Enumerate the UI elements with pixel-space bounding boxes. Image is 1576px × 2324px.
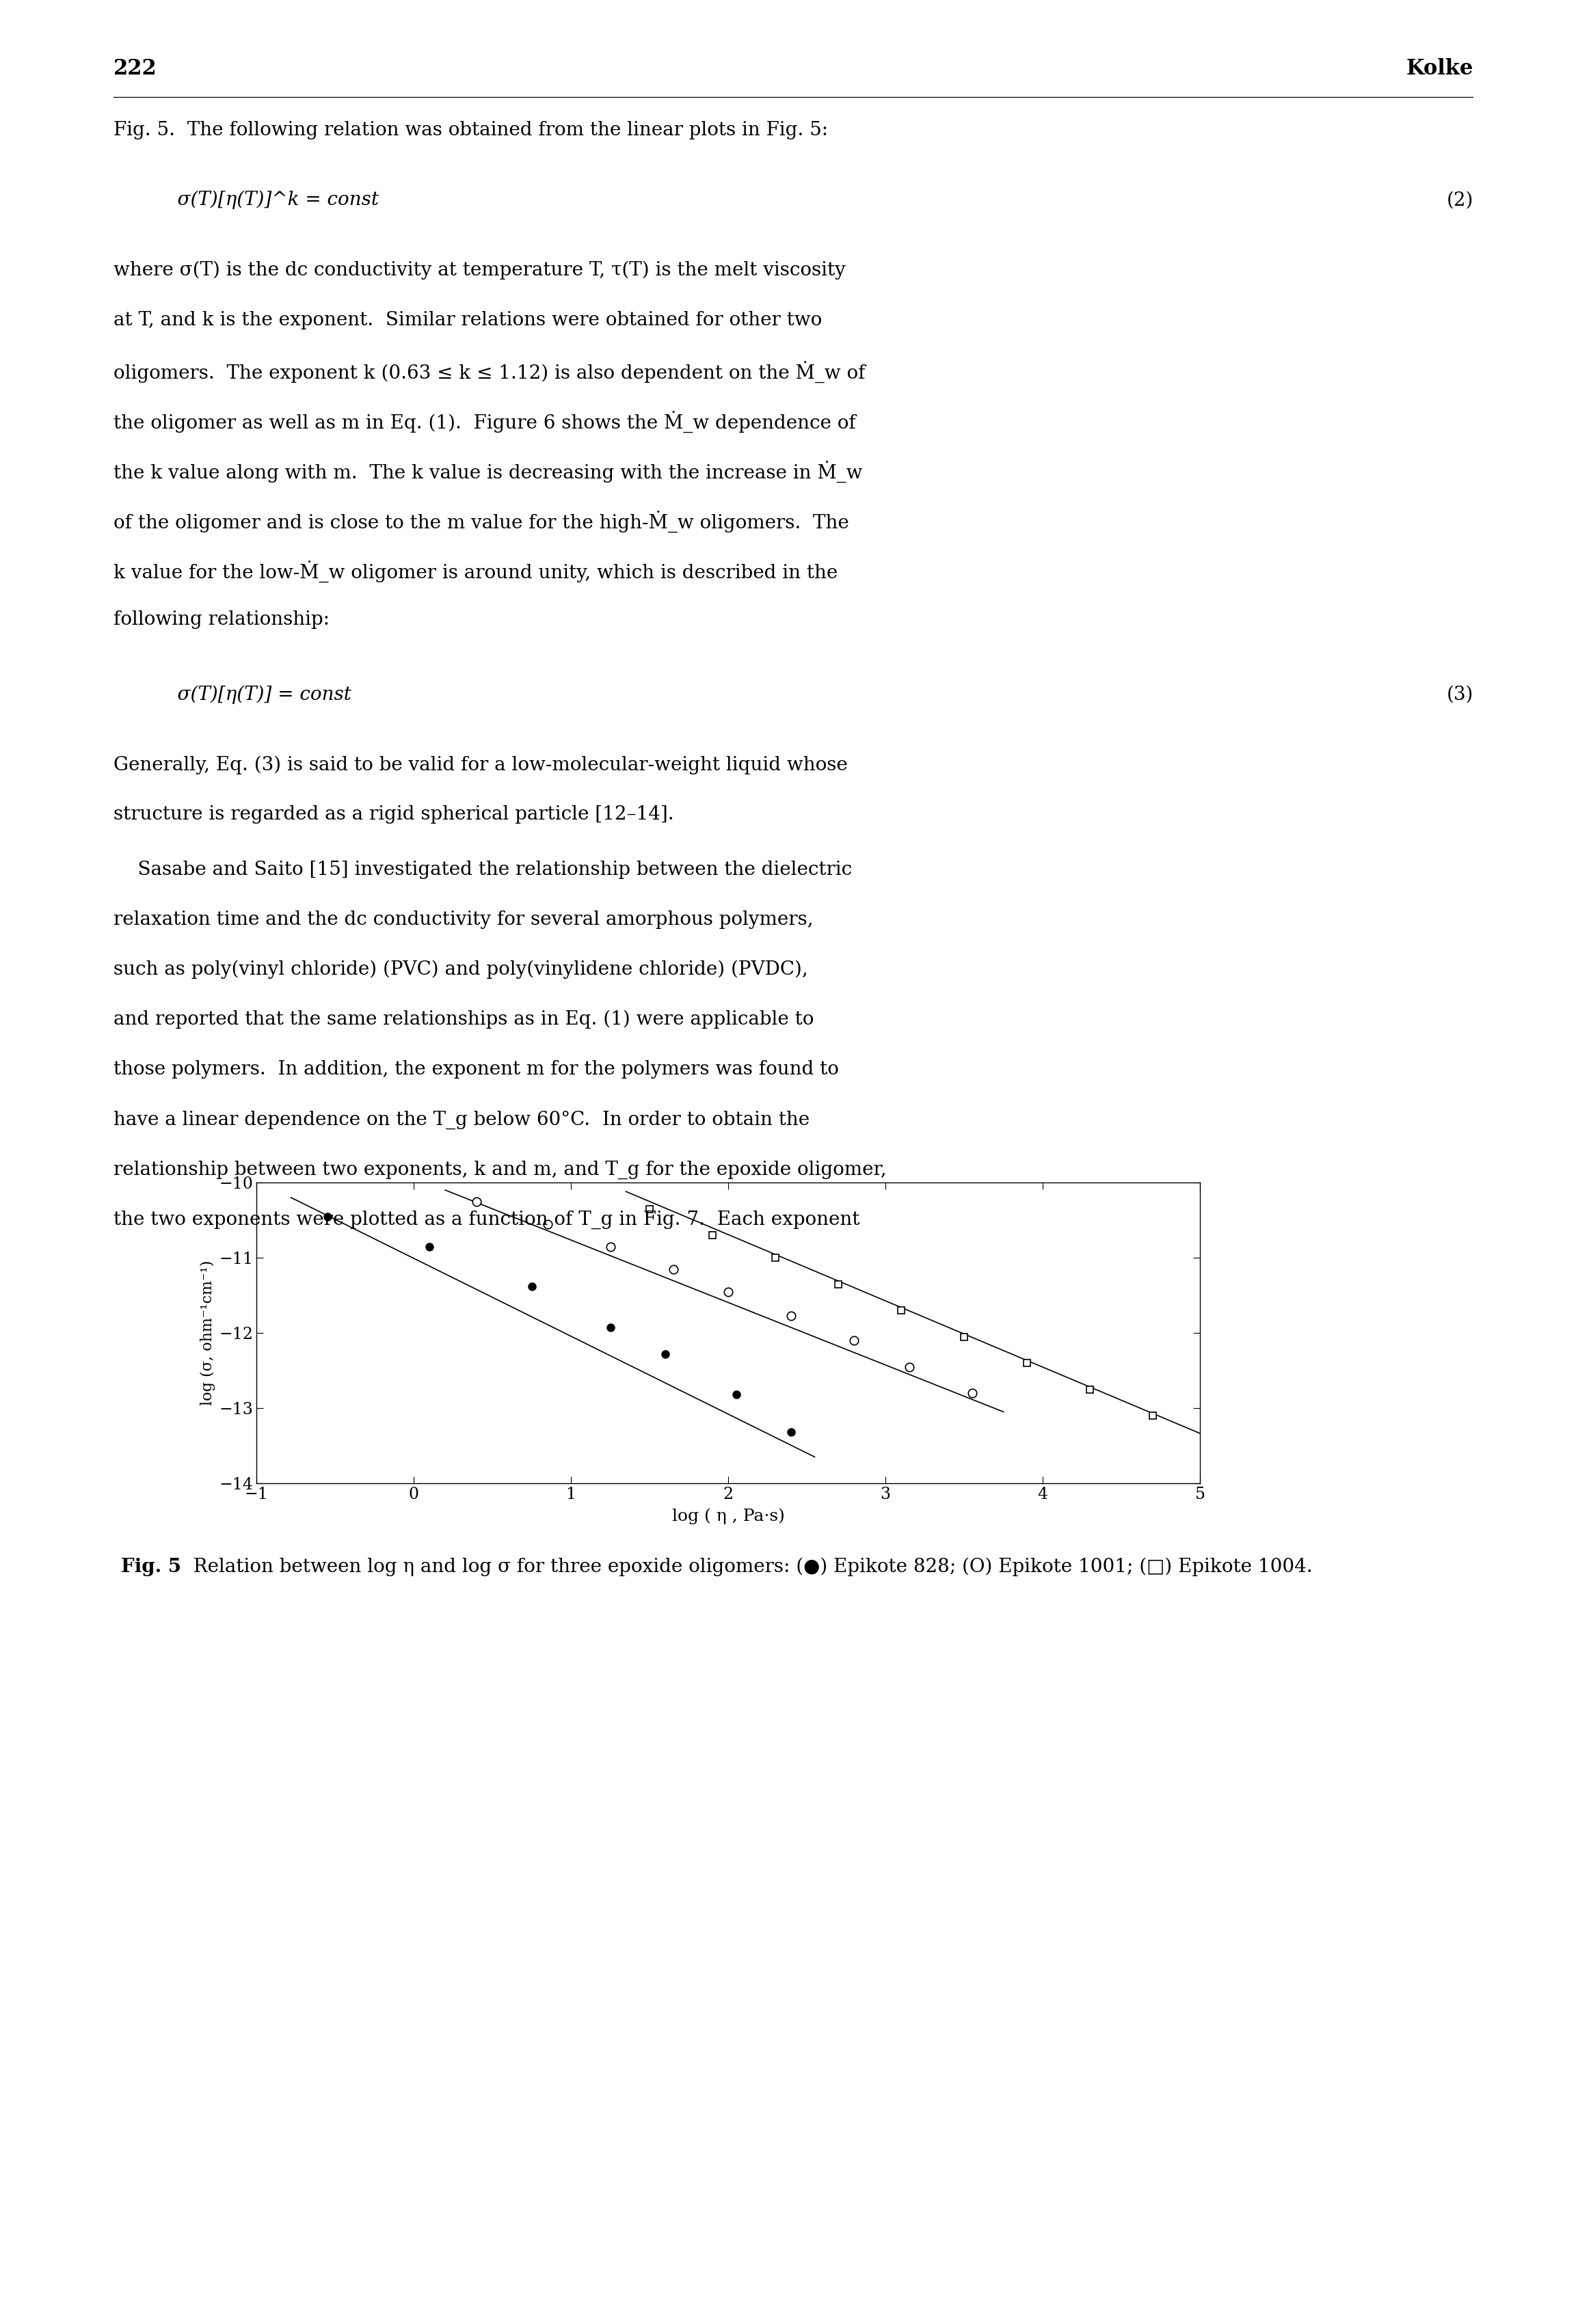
Text: Generally, Eq. (3) is said to be valid for a low-molecular-weight liquid whose: Generally, Eq. (3) is said to be valid f… xyxy=(113,755,848,774)
Text: at T, and k is the exponent.  Similar relations were obtained for other two: at T, and k is the exponent. Similar rel… xyxy=(113,311,823,330)
Text: and reported that the same relationships as in Eq. (1) were applicable to: and reported that the same relationships… xyxy=(113,1011,813,1030)
X-axis label: log ( η , Pa·s): log ( η , Pa·s) xyxy=(671,1508,785,1525)
Text: have a linear dependence on the T_g below 60°C.  In order to obtain the: have a linear dependence on the T_g belo… xyxy=(113,1111,810,1129)
Text: of the oligomer and is close to the m value for the high-Ṁ_w oligomers.  The: of the oligomer and is close to the m va… xyxy=(113,511,849,532)
Text: those polymers.  In addition, the exponent m for the polymers was found to: those polymers. In addition, the exponen… xyxy=(113,1060,838,1078)
Text: σ(T)[η(T)] = const: σ(T)[η(T)] = const xyxy=(153,686,351,704)
Text: σ(T)[η(T)]^k = const: σ(T)[η(T)]^k = const xyxy=(153,191,378,209)
Text: where σ(T) is the dc conductivity at temperature T, τ(T) is the melt viscosity: where σ(T) is the dc conductivity at tem… xyxy=(113,260,846,279)
Text: (3): (3) xyxy=(1447,686,1474,704)
Text: Kolke: Kolke xyxy=(1406,58,1474,79)
Text: (2): (2) xyxy=(1447,191,1474,209)
Text: Fig. 5.  The following relation was obtained from the linear plots in Fig. 5:: Fig. 5. The following relation was obtai… xyxy=(113,121,827,139)
Text: relaxation time and the dc conductivity for several amorphous polymers,: relaxation time and the dc conductivity … xyxy=(113,911,813,930)
Text: the k value along with m.  The k value is decreasing with the increase in Ṁ_w: the k value along with m. The k value is… xyxy=(113,460,862,483)
Text: the oligomer as well as m in Eq. (1).  Figure 6 shows the Ṁ_w dependence of: the oligomer as well as m in Eq. (1). Fi… xyxy=(113,411,856,432)
Text: Fig. 5: Fig. 5 xyxy=(121,1557,181,1576)
Text: k value for the low-Ṁ_w oligomer is around unity, which is described in the: k value for the low-Ṁ_w oligomer is arou… xyxy=(113,560,838,583)
Text: relationship between two exponents, k and m, and T_g for the epoxide oligomer,: relationship between two exponents, k an… xyxy=(113,1160,887,1178)
Text: oligomers.  The exponent k (0.63 ≤ k ≤ 1.12) is also dependent on the Ṁ_w of: oligomers. The exponent k (0.63 ≤ k ≤ 1.… xyxy=(113,360,865,383)
Text: Sasabe and Saito [15] investigated the relationship between the dielectric: Sasabe and Saito [15] investigated the r… xyxy=(113,860,853,878)
Text: Relation between log η and log σ for three epoxide oligomers: (●) Epikote 828; (: Relation between log η and log σ for thr… xyxy=(181,1557,1313,1576)
Text: the two exponents were plotted as a function of T_g in Fig. 7.  Each exponent: the two exponents were plotted as a func… xyxy=(113,1211,859,1229)
Text: following relationship:: following relationship: xyxy=(113,611,329,630)
Text: such as poly(vinyl chloride) (PVC) and poly(vinylidene chloride) (PVDC),: such as poly(vinyl chloride) (PVC) and p… xyxy=(113,960,808,978)
Text: structure is regarded as a rigid spherical particle [12–14].: structure is regarded as a rigid spheric… xyxy=(113,806,675,823)
Y-axis label: log (σ, ohm⁻¹cm⁻¹): log (σ, ohm⁻¹cm⁻¹) xyxy=(200,1260,214,1406)
Text: 222: 222 xyxy=(113,58,158,79)
